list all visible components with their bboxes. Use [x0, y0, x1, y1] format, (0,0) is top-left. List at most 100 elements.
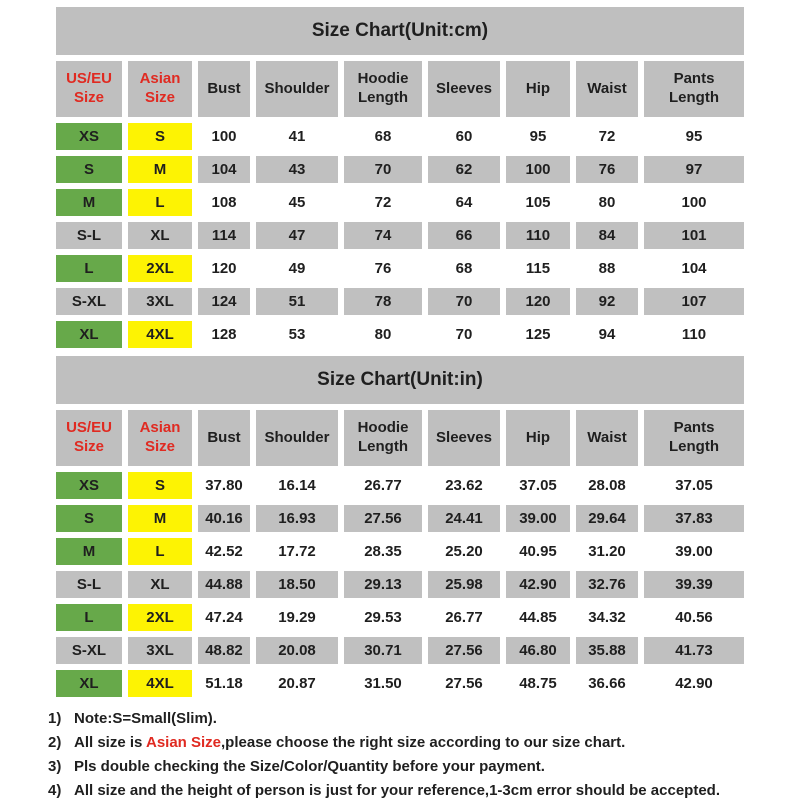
note-item: 2) All size is Asian Size,please choose …	[48, 731, 800, 755]
data-cell-hoodie-length: 80	[374, 326, 392, 343]
data-cell-hip: 40.95	[519, 543, 557, 560]
size-cell-us-eu: XS	[56, 123, 122, 150]
data-cell-hip: 37.05	[519, 477, 557, 494]
data-cell-hip: 100	[506, 156, 570, 183]
header-cell-waist: Waist	[576, 61, 638, 117]
data-cell-sleeves: 23.62	[445, 477, 483, 494]
data-cell-sleeves: 70	[428, 288, 500, 315]
size-cell-asian: 2XL	[128, 604, 192, 631]
size-chart-table-in: Size Chart(Unit:in) US/EU Size Asian Size…	[56, 356, 744, 697]
data-cell-hip: 95	[529, 128, 547, 145]
data-cell-shoulder: 45	[288, 194, 306, 211]
size-cell-us-eu: XL	[56, 670, 122, 697]
data-cell-waist: 28.08	[588, 477, 626, 494]
size-cell-asian: 3XL	[128, 288, 192, 315]
data-cell-waist: 29.64	[576, 505, 638, 532]
data-cell-sleeves: 62	[428, 156, 500, 183]
note-number: 2)	[48, 734, 62, 751]
data-cell-hip: 48.75	[519, 675, 557, 692]
data-cell-sleeves: 60	[455, 128, 473, 145]
data-cell-shoulder: 49	[288, 260, 306, 277]
data-cell-pants-length: 100	[681, 194, 707, 211]
data-cell-pants-length: 110	[681, 326, 707, 343]
data-cell-hip: 120	[506, 288, 570, 315]
data-cell-hoodie-length: 29.53	[364, 609, 402, 626]
data-cell-shoulder: 41	[288, 128, 306, 145]
size-cell-asian: 4XL	[128, 321, 192, 348]
data-cell-bust: 48.82	[198, 637, 250, 664]
data-cell-shoulder: 18.50	[256, 571, 338, 598]
data-cell-hoodie-length: 74	[344, 222, 422, 249]
data-cell-pants-length: 42.90	[675, 675, 713, 692]
note-number: 4)	[48, 782, 62, 799]
note-number: 3)	[48, 758, 62, 775]
data-cell-waist: 88	[598, 260, 616, 277]
data-cell-pants-length: 41.73	[644, 637, 744, 664]
data-cell-hip: 42.90	[506, 571, 570, 598]
data-cell-pants-length: 39.39	[644, 571, 744, 598]
data-cell-hip: 105	[525, 194, 551, 211]
data-cell-pants-length: 37.83	[644, 505, 744, 532]
data-cell-bust: 128	[211, 326, 237, 343]
size-cell-us-eu: XL	[56, 321, 122, 348]
data-cell-hip: 44.85	[519, 609, 557, 626]
data-cell-sleeves: 24.41	[428, 505, 500, 532]
data-cell-hoodie-length: 30.71	[344, 637, 422, 664]
header-cell-us-eu-size: US/EU Size	[56, 410, 122, 466]
header-cell-waist: Waist	[576, 410, 638, 466]
size-cell-us-eu: M	[56, 189, 122, 216]
data-cell-shoulder: 47	[256, 222, 338, 249]
data-cell-hoodie-length: 68	[374, 128, 392, 145]
data-cell-sleeves: 25.20	[445, 543, 483, 560]
notes-list: 1) Note:S=Small(Slim). 2) All size is As…	[48, 707, 800, 800]
size-cell-us-eu: S	[56, 156, 122, 183]
data-cell-shoulder: 16.14	[278, 477, 316, 494]
data-cell-bust: 51.18	[205, 675, 243, 692]
data-cell-hoodie-length: 72	[374, 194, 392, 211]
data-cell-pants-length: 37.05	[675, 477, 713, 494]
note-item: 1) Note:S=Small(Slim).	[48, 707, 800, 731]
data-cell-bust: 37.80	[205, 477, 243, 494]
table-grid-in: US/EU Size Asian Size Bust Shoulder Hoodie L…	[56, 410, 744, 697]
data-cell-bust: 114	[198, 222, 250, 249]
header-cell-pants-length: Pants Length	[644, 410, 744, 466]
header-cell-shoulder: Shoulder	[256, 410, 338, 466]
data-cell-bust: 47.24	[205, 609, 243, 626]
size-cell-asian: S	[128, 123, 192, 150]
header-cell-bust: Bust	[198, 61, 250, 117]
data-cell-pants-length: 95	[685, 128, 703, 145]
size-cell-us-eu: S-L	[56, 571, 122, 598]
size-cell-asian: L	[128, 538, 192, 565]
header-cell-bust: Bust	[198, 410, 250, 466]
data-cell-hip: 39.00	[506, 505, 570, 532]
data-cell-hoodie-length: 31.50	[364, 675, 402, 692]
data-cell-pants-length: 40.56	[675, 609, 713, 626]
note-text: Pls double checking the Size/Color/Quant…	[74, 758, 545, 775]
size-cell-asian: XL	[128, 571, 192, 598]
size-cell-asian: S	[128, 472, 192, 499]
header-cell-asian-size: Asian Size	[128, 410, 192, 466]
data-cell-pants-length: 101	[644, 222, 744, 249]
note-text: All size and the height of person is jus…	[74, 782, 720, 799]
note-item: 4) All size and the height of person is …	[48, 779, 800, 800]
data-cell-sleeves: 26.77	[445, 609, 483, 626]
data-cell-shoulder: 20.08	[256, 637, 338, 664]
header-cell-hoodie-length: Hoodie Length	[344, 410, 422, 466]
data-cell-hoodie-length: 28.35	[364, 543, 402, 560]
header-cell-shoulder: Shoulder	[256, 61, 338, 117]
data-cell-bust: 100	[211, 128, 237, 145]
table-grid-cm: US/EU Size Asian Size Bust Shoulder Hoodie L…	[56, 61, 744, 348]
data-cell-bust: 124	[198, 288, 250, 315]
table-title-in: Size Chart(Unit:in)	[56, 356, 744, 404]
size-cell-us-eu: M	[56, 538, 122, 565]
data-cell-sleeves: 27.56	[445, 675, 483, 692]
data-cell-shoulder: 51	[256, 288, 338, 315]
size-cell-us-eu: L	[56, 255, 122, 282]
data-cell-sleeves: 27.56	[428, 637, 500, 664]
data-cell-bust: 108	[211, 194, 237, 211]
size-cell-us-eu: S-L	[56, 222, 122, 249]
header-cell-asian-size: Asian Size	[128, 61, 192, 117]
note-text: All size is Asian Size,please choose the…	[74, 734, 626, 751]
size-cell-us-eu: S-XL	[56, 637, 122, 664]
